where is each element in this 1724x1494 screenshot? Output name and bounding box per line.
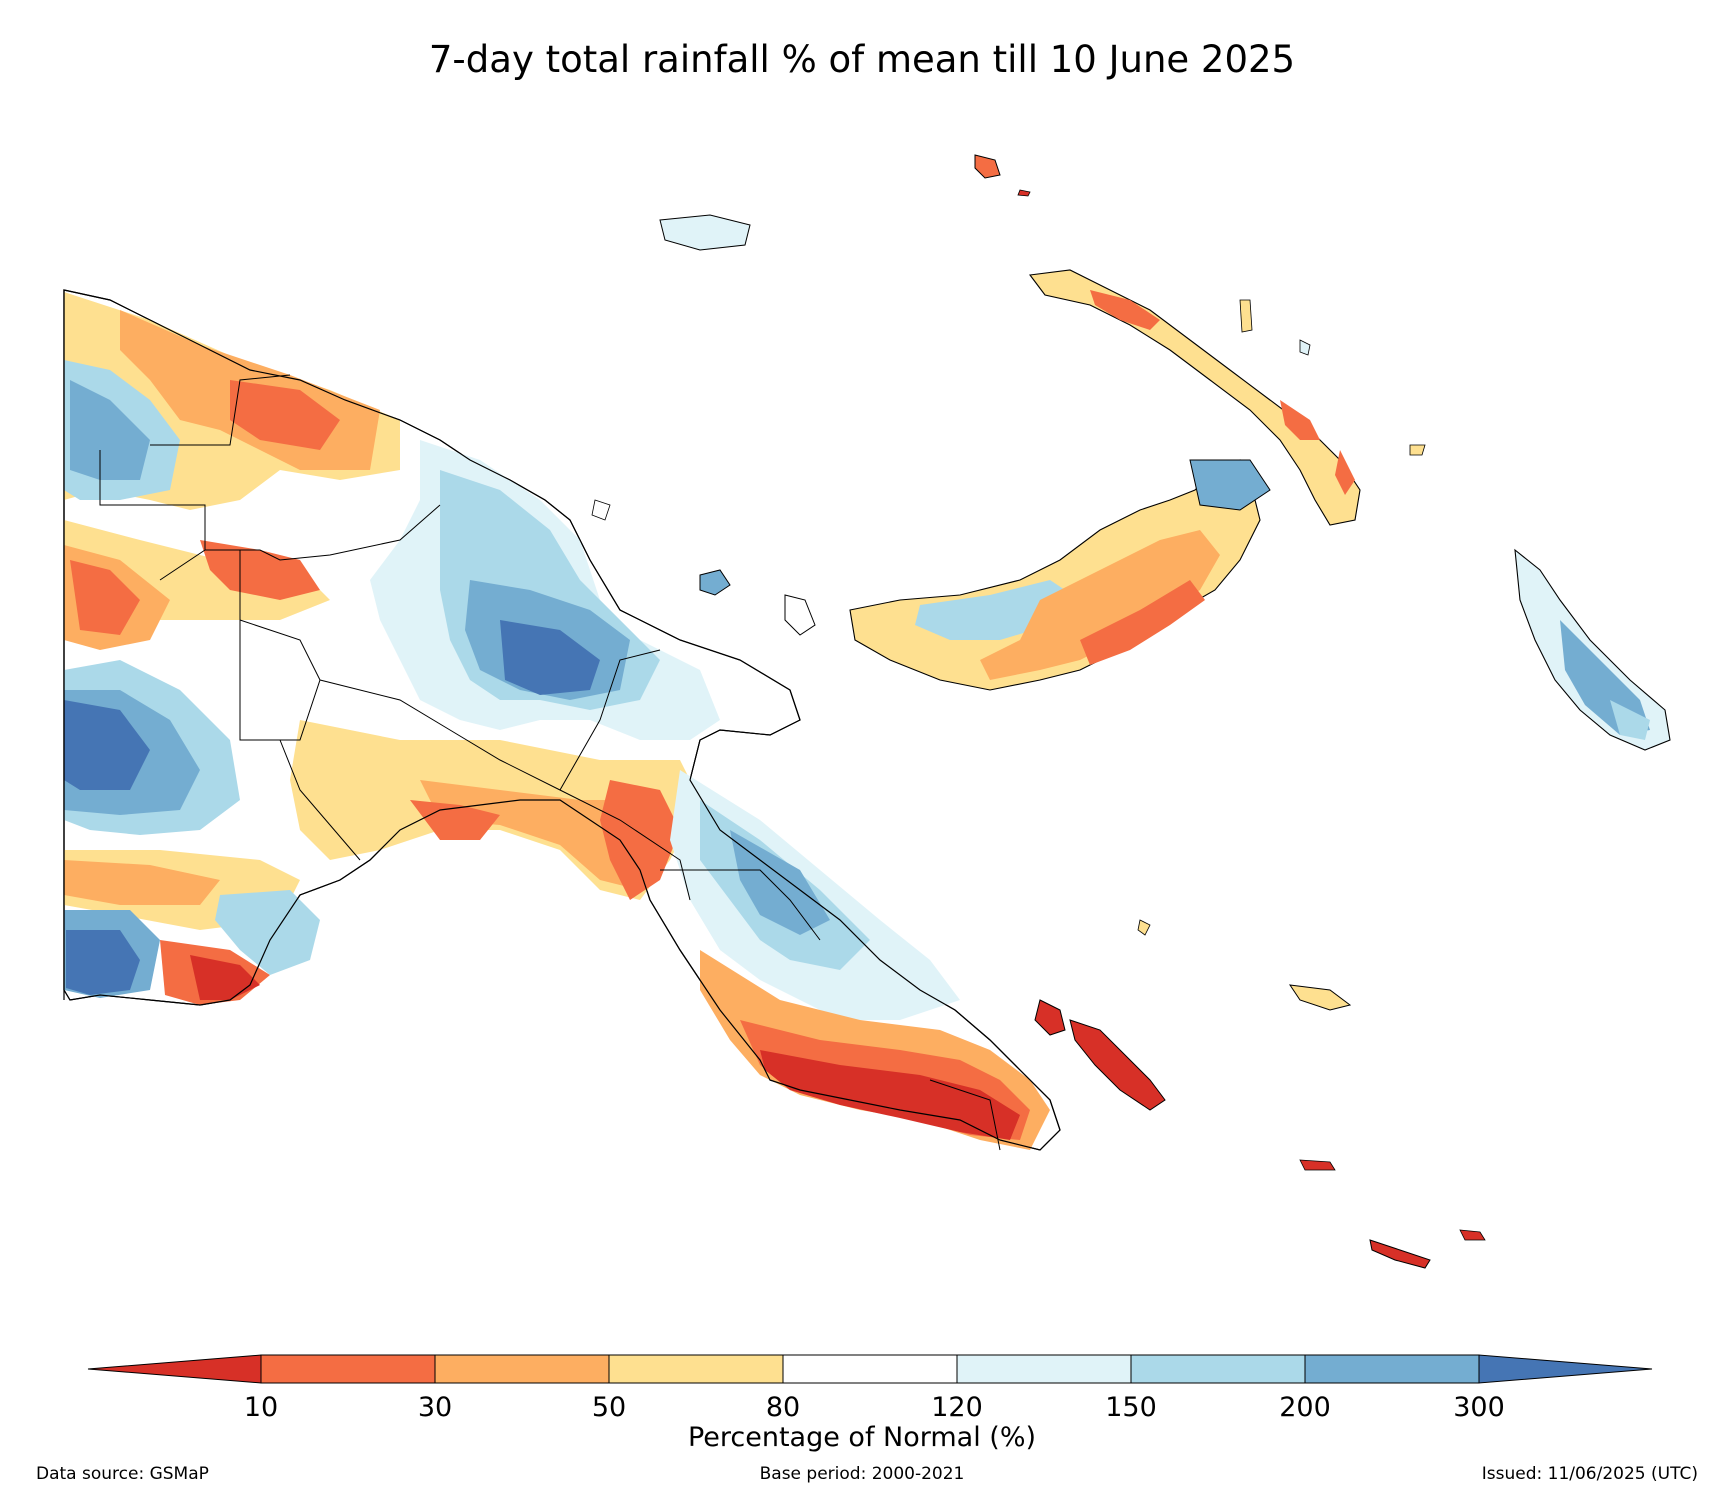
west-band-red: [70, 560, 140, 635]
colorbar-tick-label: 300: [1453, 1392, 1505, 1423]
fly-delta-wet: [215, 890, 320, 975]
mainland: [63, 289, 1061, 1151]
base-period: Base period: 2000-2021: [759, 1464, 965, 1484]
new-ireland: [1028, 269, 1361, 526]
colorbar-segment: [608, 1354, 784, 1384]
colorbar-segment: [956, 1354, 1132, 1384]
colorbar-segment: [1304, 1354, 1480, 1384]
colorbar-tick-label: 50: [591, 1392, 627, 1423]
north-red-patch: [230, 380, 340, 450]
colorbar-tick-label: 150: [1105, 1392, 1157, 1423]
colorbar-extend-low: [87, 1354, 262, 1384]
sw-wet-core: [66, 930, 140, 995]
new-britain: [849, 459, 1271, 691]
central-red: [200, 540, 320, 600]
colorbar-title: Percentage of Normal (%): [687, 1422, 1037, 1453]
west-wet-mid-core: [64, 700, 150, 790]
map-title: 7-day total rainfall % of mean till 10 J…: [428, 38, 1296, 81]
mainland-coast: [63, 289, 1061, 1151]
manus-island: [659, 214, 751, 251]
highlands-very-wet: [500, 620, 600, 695]
colorbar-tick-label: 10: [243, 1392, 279, 1423]
colorbar-segment: [260, 1354, 436, 1384]
colorbar-segment: [782, 1354, 958, 1384]
sw-red-core: [190, 955, 260, 1000]
west-wet-upper-core: [70, 380, 150, 480]
colorbar-segment: [1130, 1354, 1306, 1384]
colorbar-tick-label: 120: [931, 1392, 983, 1423]
colorbar-tick-label: 200: [1279, 1392, 1331, 1423]
tail-red: [760, 1050, 1020, 1140]
west-lower-orange: [64, 860, 220, 905]
gulf-red: [410, 800, 500, 840]
colorbar-tick-label: 80: [765, 1392, 801, 1423]
issued-date: Issued: 11/06/2025 (UTC): [1481, 1464, 1698, 1484]
data-source: Data source: GSMaP: [36, 1464, 209, 1484]
colorbar-extend-high: [1478, 1354, 1653, 1384]
bougainville: [1514, 548, 1671, 751]
province-borders: [99, 374, 1001, 1151]
colorbar-segment: [434, 1354, 610, 1384]
colorbar-tick-label: 30: [417, 1392, 453, 1423]
small-islands: [591, 154, 1486, 1269]
